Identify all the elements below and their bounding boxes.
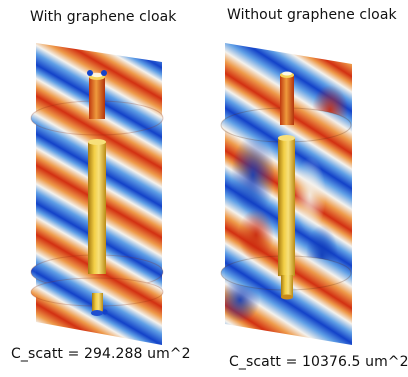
left-cylinder-rod-top	[89, 77, 105, 119]
panel-right-field-plot	[220, 43, 352, 345]
left-cylinder-rod-body	[88, 142, 106, 274]
left-cylinder-rod-bottom	[92, 293, 103, 313]
panel-left-field-plot	[30, 43, 164, 345]
right-cylinder-rod-body	[278, 138, 295, 276]
right-cylinder-rod-top	[280, 75, 294, 125]
panel-right-scattering-cross-section: C_scatt = 10376.5 um^2	[229, 354, 408, 370]
left-bottom-disk-lower	[31, 278, 163, 306]
panel-left-scattering-cross-section: C_scatt = 294.288 um^2	[11, 346, 191, 362]
panel-right-title: Without graphene cloak	[227, 7, 397, 23]
panel-left-title: With graphene cloak	[30, 9, 177, 25]
right-cylinder-rod-bottom	[281, 275, 293, 297]
